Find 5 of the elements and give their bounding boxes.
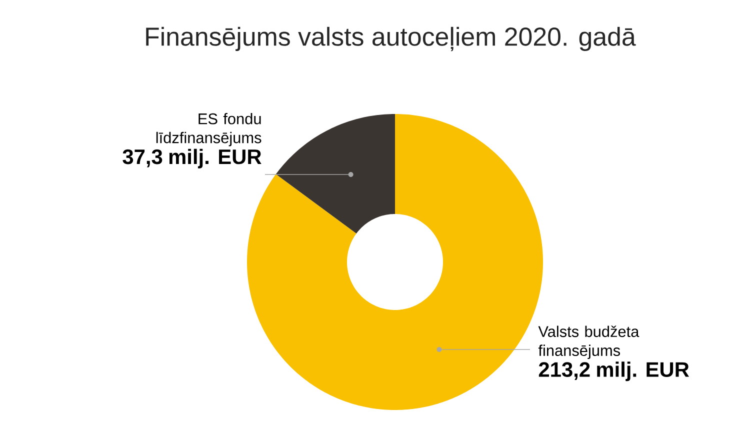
chart-title: Finansējums valsts autoceļiem 2020. gadā: [146, 26, 636, 52]
slice-label: Valsts budžeta finansējums: [538, 326, 640, 360]
slice-label: ES fondu līdzfinansējums: [156, 112, 262, 146]
data-label: 37,3 milj. EUR: [122, 148, 262, 168]
data-label: 213,2 milj. EUR: [538, 362, 690, 382]
